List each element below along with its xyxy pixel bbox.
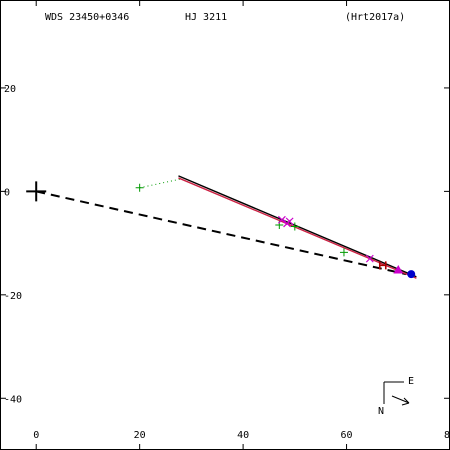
- x-tick-label: 40: [237, 430, 249, 441]
- observation-plus: [135, 183, 144, 192]
- observation-plus: [290, 222, 299, 231]
- y-tick-label: 20: [4, 84, 16, 95]
- x-tick-label: 60: [341, 430, 353, 441]
- y-tick-label: -20: [4, 291, 22, 302]
- compass-motion-arrow-icon: [391, 395, 410, 406]
- title-right: (Hrt2017a): [345, 12, 405, 23]
- title-left: WDS 23450+0346: [45, 12, 129, 23]
- compass: E N: [378, 376, 414, 417]
- observation-dot: [407, 270, 416, 279]
- y-tick-label: 0: [4, 187, 10, 198]
- compass-east-label: E: [408, 376, 414, 387]
- x-tick-label: 80: [444, 430, 450, 441]
- primary-dashed-line: [35, 190, 407, 276]
- compass-north-label: N: [378, 406, 384, 417]
- observation-x: [285, 217, 294, 226]
- primary-star-marker: [26, 181, 47, 202]
- observation-x: [277, 215, 286, 224]
- title-center: HJ 3211: [185, 12, 227, 23]
- x-tick-label: 0: [33, 430, 39, 441]
- plot-lines: [35, 175, 417, 279]
- residual-dotted-line: [139, 178, 182, 189]
- y-tick-label: -40: [4, 394, 22, 405]
- observation-x: [365, 254, 374, 263]
- observation-h: [378, 261, 387, 270]
- x-tick-label: 20: [134, 430, 146, 441]
- observation-marks: [26, 181, 416, 279]
- observation-triangle: [393, 264, 404, 274]
- orbit-line: [178, 177, 417, 279]
- observation-plus: [339, 248, 348, 257]
